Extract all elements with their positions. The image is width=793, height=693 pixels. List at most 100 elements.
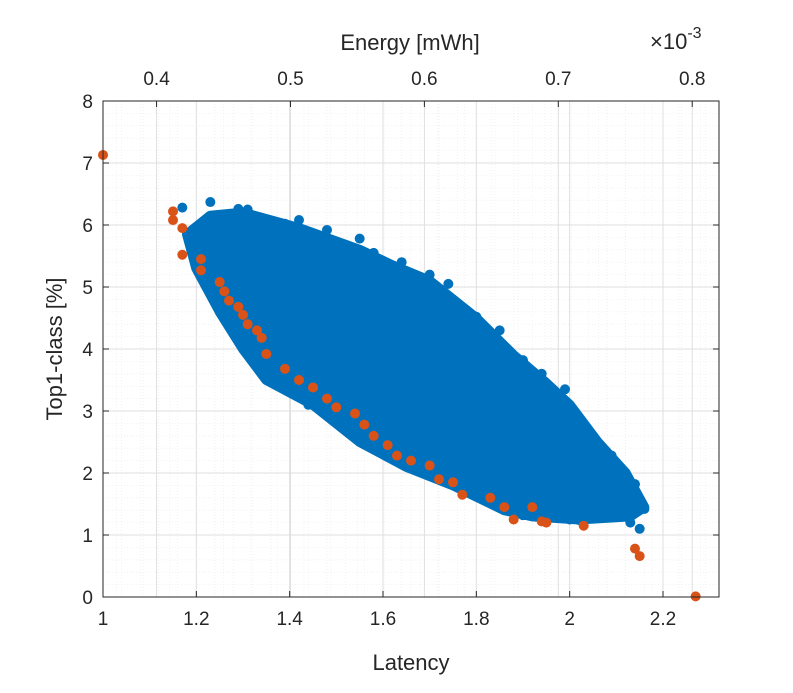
pareto-front-point <box>177 249 188 260</box>
pareto-front-point <box>382 440 393 451</box>
all-configurations-point <box>280 218 290 229</box>
all-configurations-point <box>396 257 407 268</box>
all-configurations-point <box>252 356 262 367</box>
pareto-front-point <box>392 450 402 461</box>
exponent-power: -3 <box>687 25 701 42</box>
all-configurations-point <box>494 325 505 336</box>
all-configurations-point <box>177 202 188 213</box>
all-configurations-point <box>368 247 379 258</box>
y-tick-label: 7 <box>82 154 93 175</box>
pareto-front-point <box>690 591 701 602</box>
y-tick-label: 2 <box>82 464 93 485</box>
all-configurations-point <box>620 468 631 478</box>
all-configurations-point <box>592 440 603 451</box>
top-x-axis-label: Energy [mWh] <box>340 30 479 55</box>
pareto-front-series <box>98 149 701 602</box>
all-configurations-point <box>471 311 482 322</box>
pareto-front-point <box>168 206 178 217</box>
y-tick-label: 3 <box>82 402 93 423</box>
pareto-front-point <box>359 419 370 430</box>
y-tick-label: 0 <box>82 588 93 609</box>
pareto-front-point <box>457 489 468 500</box>
all-configurations-point <box>634 523 645 534</box>
pareto-front-point <box>294 375 304 385</box>
x-tick-label: 2.2 <box>650 609 676 630</box>
all-configurations-point <box>303 399 314 410</box>
all-configurations-point <box>294 215 304 226</box>
pareto-front-point <box>350 408 360 419</box>
y-tick-label: 4 <box>82 340 93 361</box>
x-tick-label: 1.8 <box>463 609 489 630</box>
pareto-front-point <box>406 455 416 466</box>
all-configurations-series <box>177 197 650 534</box>
all-configurations-point <box>443 278 454 289</box>
x2-tick-label: 0.6 <box>411 69 437 90</box>
pareto-front-point <box>261 348 272 359</box>
pareto-front-point <box>331 402 342 413</box>
pareto-front-point <box>256 332 267 343</box>
pareto-front-point <box>527 502 538 513</box>
all-configurations-point <box>536 368 547 379</box>
y-tick-label: 5 <box>82 278 93 299</box>
all-configurations-point <box>224 208 234 219</box>
x2-tick-label: 0.5 <box>277 69 303 90</box>
all-configurations-point <box>625 517 636 528</box>
x-tick-label: 1.4 <box>276 609 303 630</box>
y-tick-label: 8 <box>82 92 93 113</box>
all-configurations-point <box>233 203 244 214</box>
pareto-front-point <box>424 460 435 471</box>
all-configurations-point <box>639 503 650 514</box>
all-configurations-point <box>606 450 617 461</box>
pareto-front-point <box>177 223 188 234</box>
pareto-front-point <box>308 382 318 393</box>
pareto-front-point <box>578 520 589 531</box>
y-tick-label: 1 <box>82 526 93 547</box>
x-axis-label: Latency <box>372 650 449 675</box>
all-configurations-point <box>588 500 598 511</box>
all-configurations-point <box>508 491 519 502</box>
all-configurations-point <box>424 269 435 280</box>
pareto-front-point <box>280 363 290 374</box>
pareto-front-point <box>541 517 552 528</box>
all-configurations-point <box>578 421 589 432</box>
x-tick-label: 1.6 <box>370 609 396 630</box>
pareto-front-point <box>238 309 248 320</box>
pareto-front-point <box>634 551 645 562</box>
pareto-front-point <box>233 301 244 312</box>
pareto-front-point <box>448 477 458 488</box>
all-configurations-point <box>331 412 342 423</box>
pareto-front-point <box>214 277 225 288</box>
x-tick-label: 1.2 <box>183 609 209 630</box>
pareto-front-point <box>630 543 640 554</box>
pareto-front-point <box>322 393 332 404</box>
all-configurations-point <box>266 371 276 382</box>
pareto-front-point <box>434 474 444 485</box>
x2-tick-label: 0.8 <box>679 69 705 90</box>
all-configurations-point <box>560 384 570 395</box>
all-configurations-point <box>564 514 575 525</box>
top-x-axis-exponent: ×10-3 <box>650 25 702 54</box>
all-configurations-point <box>541 489 552 500</box>
y-axis-label: Top1-class [%] <box>42 277 67 420</box>
all-configurations-point <box>354 233 365 244</box>
all-configurations-point <box>242 204 253 215</box>
all-configurations-point <box>228 309 239 320</box>
x2-tick-label: 0.4 <box>143 69 170 90</box>
pareto-front-point <box>499 502 510 513</box>
pareto-front-point <box>224 295 234 306</box>
pareto-front-point <box>168 215 178 226</box>
all-configurations-point <box>620 502 631 513</box>
all-configurations-point <box>205 197 216 208</box>
all-configurations-point <box>630 479 640 490</box>
pareto-front-point <box>508 514 519 525</box>
pareto-front-point <box>368 430 379 441</box>
all-configurations-point <box>322 224 332 235</box>
y-tick-label: 6 <box>82 216 93 237</box>
x-tick-label: 1 <box>98 609 109 630</box>
pareto-front-point <box>196 265 206 276</box>
pareto-front-point <box>252 325 262 336</box>
pareto-front-point <box>242 319 253 330</box>
pareto-front-point <box>196 254 206 265</box>
